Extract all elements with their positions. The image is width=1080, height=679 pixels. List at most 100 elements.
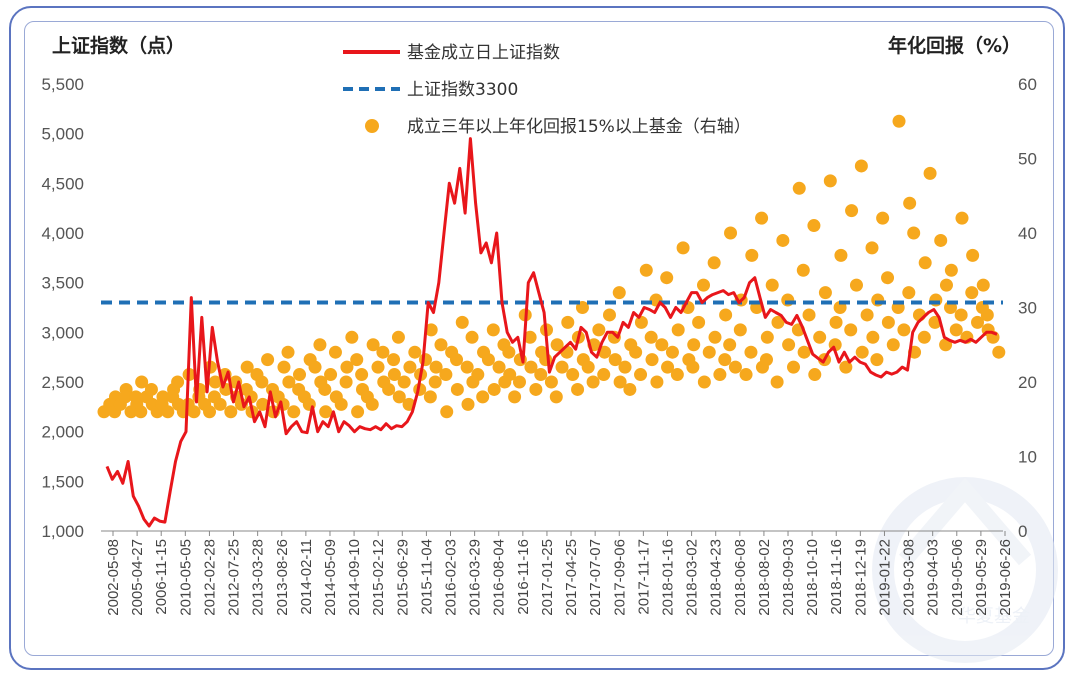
fund-return-dot bbox=[439, 368, 453, 382]
fund-return-dot bbox=[686, 360, 700, 374]
fund-return-dot bbox=[476, 390, 490, 404]
fund-return-dot bbox=[823, 174, 837, 188]
fund-return-dot bbox=[665, 345, 679, 359]
fund-return-dot bbox=[808, 368, 822, 382]
fund-return-dot bbox=[461, 397, 475, 411]
fund-return-dot bbox=[539, 353, 553, 367]
fund-return-dot bbox=[487, 382, 501, 396]
x-tick-label: 2006-11-15 bbox=[153, 539, 170, 615]
fund-return-dot bbox=[949, 323, 963, 337]
left-tick-label: 3,000 bbox=[41, 323, 84, 342]
fund-return-dot bbox=[524, 360, 538, 374]
fund-return-dot bbox=[129, 390, 143, 404]
fund-return-dot bbox=[954, 308, 968, 322]
fund-return-dot bbox=[770, 375, 784, 389]
right-axis: 60 50 40 30 20 10 0 bbox=[1018, 75, 1037, 541]
fund-return-dot bbox=[618, 360, 632, 374]
fund-return-dot bbox=[839, 360, 853, 374]
x-tick-label: 2017-07-07 bbox=[587, 539, 604, 616]
index-line-series bbox=[105, 137, 998, 528]
right-tick-label: 50 bbox=[1018, 150, 1037, 169]
left-tick-label: 4,000 bbox=[41, 224, 84, 243]
fund-return-dot bbox=[886, 338, 900, 352]
fund-return-dot bbox=[434, 338, 448, 352]
x-tick-label: 2019-05-06 bbox=[949, 539, 966, 616]
x-tick-label: 2012-02-28 bbox=[201, 539, 218, 616]
watermark-logo: 华夏基金 bbox=[872, 477, 1058, 663]
fund-return-dot bbox=[308, 360, 322, 374]
fund-return-dot bbox=[581, 360, 595, 374]
fund-return-dot bbox=[876, 211, 890, 225]
fund-return-dot bbox=[187, 405, 201, 419]
fund-return-dot bbox=[440, 405, 454, 419]
fund-return-dot bbox=[549, 390, 563, 404]
x-tick-label: 2017-01-25 bbox=[539, 539, 556, 616]
fund-return-dot bbox=[944, 263, 958, 277]
scatter-series bbox=[97, 114, 1006, 419]
fund-return-dot bbox=[661, 360, 675, 374]
fund-return-dot bbox=[755, 211, 769, 225]
fund-return-dot bbox=[592, 323, 606, 337]
x-tick-label: 2018-03-02 bbox=[684, 539, 701, 616]
fund-return-dot bbox=[797, 345, 811, 359]
fund-return-dot bbox=[429, 360, 443, 374]
fund-return-dot bbox=[428, 375, 442, 389]
fund-return-dot bbox=[645, 353, 659, 367]
right-tick-label: 20 bbox=[1018, 373, 1037, 392]
fund-return-dot bbox=[387, 368, 401, 382]
x-tick-label: 2002-05-08 bbox=[105, 539, 122, 616]
left-tick-label: 5,000 bbox=[41, 125, 84, 144]
fund-return-dot bbox=[313, 338, 327, 352]
fund-return-dot bbox=[281, 345, 295, 359]
x-tick-label: 2018-10-10 bbox=[804, 539, 821, 616]
fund-return-dot bbox=[261, 353, 275, 367]
fund-return-dot bbox=[744, 345, 758, 359]
fund-return-dot bbox=[692, 315, 706, 329]
fund-return-dot bbox=[639, 263, 653, 277]
left-axis-title: 上证指数（点） bbox=[52, 34, 185, 57]
fund-return-dot bbox=[707, 256, 721, 270]
x-tick-label: 2019-01-22 bbox=[876, 539, 893, 616]
x-tick-label: 2010-05-05 bbox=[177, 539, 194, 616]
x-axis: 2002-05-08 2005-04-27 2006-11-15 2010-05-05… bbox=[105, 531, 1014, 616]
fund-return-dot bbox=[550, 338, 564, 352]
left-tick-label: 3,500 bbox=[41, 274, 84, 293]
fund-return-dot bbox=[586, 375, 600, 389]
x-tick-label: 2018-01-16 bbox=[659, 539, 676, 616]
fund-return-dot bbox=[555, 360, 569, 374]
fund-return-dot bbox=[792, 181, 806, 195]
fund-return-dot bbox=[781, 293, 795, 307]
legend-label-3300: 上证指数3300 bbox=[407, 80, 518, 100]
fund-return-dot bbox=[917, 330, 931, 344]
fund-return-dot bbox=[387, 353, 401, 367]
fund-return-dot bbox=[455, 315, 469, 329]
fund-return-dot bbox=[134, 405, 148, 419]
fund-return-dot bbox=[328, 345, 342, 359]
fund-return-dot bbox=[976, 278, 990, 292]
fund-return-dot bbox=[902, 286, 916, 300]
fund-return-dot bbox=[529, 382, 543, 396]
fund-return-dot bbox=[602, 308, 616, 322]
fund-return-dot bbox=[829, 315, 843, 329]
fund-return-dot bbox=[502, 345, 516, 359]
x-tick-label: 2016-11-16 bbox=[515, 539, 532, 615]
fund-return-dot bbox=[849, 278, 863, 292]
right-axis-title: 年化回报（%） bbox=[888, 34, 1021, 57]
fund-return-dot bbox=[702, 345, 716, 359]
fund-return-dot bbox=[697, 375, 711, 389]
fund-return-dot bbox=[382, 382, 396, 396]
fund-return-dot bbox=[759, 353, 773, 367]
fund-return-dot bbox=[660, 271, 674, 285]
fund-return-dot bbox=[355, 368, 369, 382]
right-tick-label: 30 bbox=[1018, 299, 1037, 318]
fund-return-dot bbox=[566, 368, 580, 382]
fund-return-dot bbox=[408, 345, 422, 359]
right-tick-label: 10 bbox=[1018, 448, 1037, 467]
x-tick-label: 2017-11-17 bbox=[635, 539, 652, 615]
fund-return-dot bbox=[544, 375, 558, 389]
fund-return-dot bbox=[923, 166, 937, 180]
fund-return-dot bbox=[854, 159, 868, 173]
x-tick-label: 2018-11-16 bbox=[828, 539, 845, 615]
x-tick-label: 2014-02-11 bbox=[298, 539, 315, 615]
